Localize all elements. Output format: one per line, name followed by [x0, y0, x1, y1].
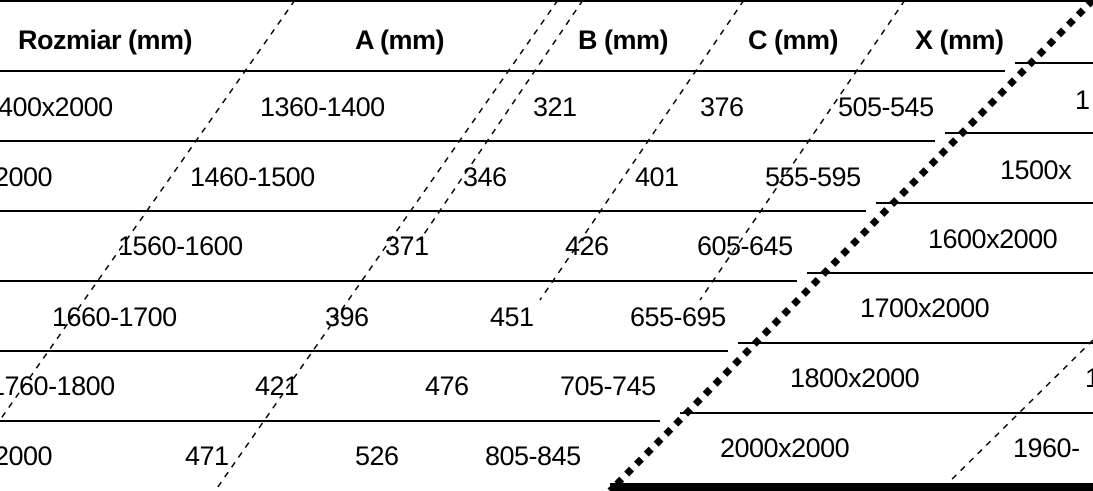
cell: 1600x2000 — [928, 224, 1058, 254]
row-divider — [0, 140, 935, 142]
row-divider — [807, 272, 1093, 274]
cell: 655-695 — [630, 302, 726, 332]
header-x: X (mm) — [915, 25, 1004, 55]
header-b: B (mm) — [578, 25, 669, 55]
column-divider — [214, 0, 559, 491]
column-divider — [699, 0, 906, 301]
cell: 1660-1700 — [52, 302, 177, 332]
column-divider — [539, 0, 745, 301]
cell: 376 — [700, 92, 744, 122]
cell: 421 — [255, 371, 299, 401]
column-divider — [419, 0, 584, 241]
cell: 526 — [355, 441, 399, 471]
cell: 1560-1600 — [118, 231, 243, 261]
row-divider — [680, 412, 1093, 414]
row-divider — [0, 420, 660, 422]
cell: 1460-1500 — [190, 162, 315, 192]
cell: 1800x2000 — [790, 363, 920, 393]
cell: 1700x2000 — [860, 293, 990, 323]
row-divider — [0, 70, 1005, 72]
cell: 396 — [325, 302, 369, 332]
cell: 1760-1800 — [0, 371, 115, 401]
glitch-diagonal — [607, 0, 1093, 491]
row-divider — [1015, 62, 1093, 64]
cell: 1500x — [1000, 155, 1072, 185]
cell: 1 — [1085, 363, 1093, 393]
cell: 426 — [565, 231, 609, 261]
row-divider — [876, 202, 1093, 204]
cell: 1360-1400 — [260, 92, 385, 122]
cell: 401 — [635, 162, 679, 192]
cell: 605-645 — [697, 231, 793, 261]
row-divider — [0, 210, 866, 212]
cell: 2000 — [0, 162, 53, 192]
cell: 2000 — [0, 441, 53, 471]
cell: 371 — [385, 231, 429, 261]
cell: 400x2000 — [0, 92, 113, 122]
cell: 1960- — [1013, 433, 1080, 463]
row-divider — [0, 280, 797, 282]
cell: 805-845 — [485, 441, 581, 471]
header-a: A (mm) — [355, 25, 445, 55]
cell: 451 — [490, 302, 534, 332]
cell: 2000x2000 — [720, 433, 850, 463]
cell: 321 — [533, 92, 577, 122]
header-size: Rozmiar (mm) — [18, 25, 193, 55]
row-divider — [945, 132, 1093, 134]
cell: 505-545 — [838, 92, 934, 122]
cell: 705-745 — [560, 371, 656, 401]
cell: 346 — [463, 162, 507, 192]
bottom-border — [610, 483, 1093, 491]
row-divider — [738, 342, 1093, 344]
cell: 476 — [425, 371, 469, 401]
cell: 471 — [185, 441, 229, 471]
cell: 555-595 — [765, 162, 861, 192]
column-divider — [939, 339, 1093, 491]
row-divider — [0, 350, 728, 352]
cell: 1 — [1075, 85, 1090, 115]
header-c: C (mm) — [748, 25, 839, 55]
